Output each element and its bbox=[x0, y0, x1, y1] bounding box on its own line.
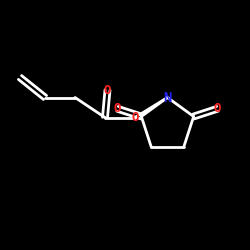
Text: O: O bbox=[114, 102, 121, 115]
Text: O: O bbox=[104, 84, 111, 96]
Text: N: N bbox=[163, 90, 172, 104]
Text: O: O bbox=[214, 102, 221, 115]
Text: O: O bbox=[131, 111, 139, 124]
